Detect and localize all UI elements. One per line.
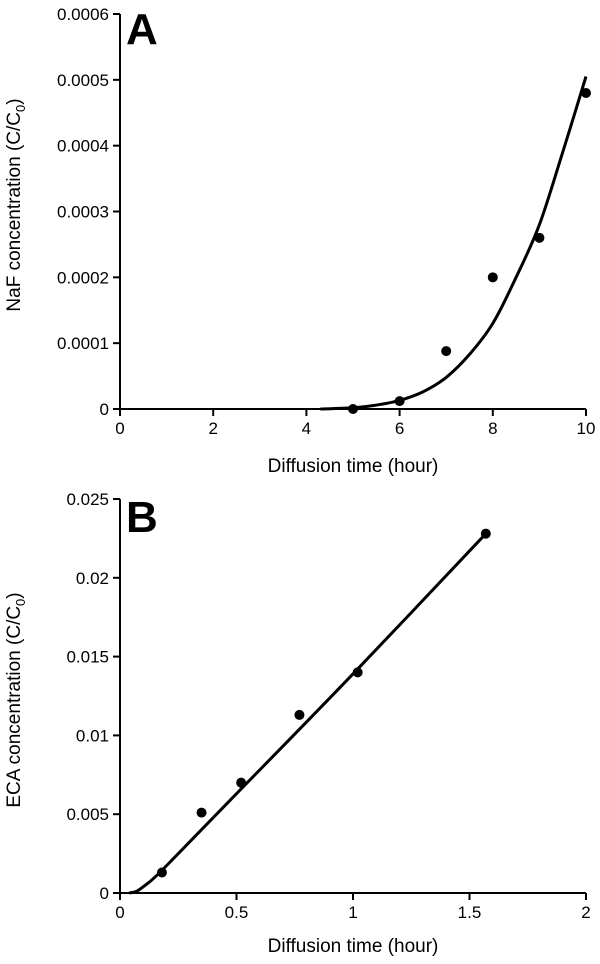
panel-b-x-tick-label: 1.5 (458, 903, 482, 922)
panel-a-y-tick-label: 0.0003 (57, 203, 109, 222)
panel-b-y-tick-label: 0.005 (66, 805, 109, 824)
panel-a-fit-line (320, 76, 588, 411)
panel-a-series (320, 76, 591, 414)
panel-a-x-tick-label: 4 (302, 419, 311, 438)
panel-b-axes (119, 499, 586, 894)
panel-a-x-tick-label: 10 (577, 419, 596, 438)
panel-b-x-tick-label: 1 (348, 903, 357, 922)
panel-b-data-point (156, 867, 167, 878)
panel-a-y-tick-label: 0.0005 (57, 71, 109, 90)
panel-a-label: A (126, 5, 158, 54)
panel-b-x-tick-label: 0.5 (225, 903, 249, 922)
panel-b-y-tick-label: 0 (100, 884, 109, 903)
panel-a-x-tick-label: 6 (395, 419, 404, 438)
panel-b-fit-line (128, 532, 487, 895)
panel-b-ticks (113, 498, 587, 900)
panel-b-y-tick-label: 0.02 (76, 569, 109, 588)
panel-b-x-tick-label: 2 (581, 903, 590, 922)
panel-a-y-tick-label: 0 (100, 400, 109, 419)
panel-a-tick-labels: 0 2 4 6 8 10 0 0.0001 0.0002 0.0003 0.0004 0.0005 0.… (57, 5, 595, 438)
panel-b-tick-labels: 0 0.5 1 1.5 2 0 0.005 0.01 0.015 0.02 0.025 (66, 490, 590, 922)
panel-a-x-tick-label: 2 (208, 419, 217, 438)
panel-b-y-axis-title: ECA concentration (C/C0) (4, 592, 28, 807)
panel-a-x-axis-title: Diffusion time (hour) (268, 456, 439, 477)
panel-a-y-tick-label: 0.0004 (57, 137, 109, 156)
panel-b-x-axis-title: Diffusion time (hour) (268, 936, 439, 957)
panel-b-y-tick-label: 0.01 (76, 726, 109, 745)
panel-a-data-point (487, 272, 498, 283)
panel-b-data-point (196, 807, 207, 818)
panel-b-y-tick-label: 0.015 (66, 648, 109, 667)
panel-b-label: B (126, 493, 158, 542)
panel-b-data-point (294, 709, 305, 720)
panel-a-data-point (441, 346, 452, 357)
panel-b-y-tick-label: 0.025 (66, 490, 109, 509)
panel-a-y-tick-label: 0.0002 (57, 268, 109, 287)
panel-a: A Diffusion time (hour) NaF concentratio… (4, 5, 595, 477)
panel-a-axes (119, 14, 586, 410)
panel-a-x-tick-label: 0 (115, 419, 124, 438)
panel-a-data-point (581, 88, 591, 98)
panel-a-y-tick-label: 0.0001 (57, 334, 109, 353)
panel-b: B Diffusion time (hour) ECA concentratio… (4, 490, 591, 957)
panel-a-ticks (113, 13, 587, 416)
panel-a-y-axis-title: NaF concentration (C/C0) (4, 98, 28, 311)
panel-a-x-tick-label: 8 (488, 419, 497, 438)
panel-a-y-tick-label: 0.0006 (57, 5, 109, 24)
panel-b-series (128, 528, 491, 895)
panel-b-x-tick-label: 0 (115, 903, 124, 922)
panel-a-data-point (534, 232, 545, 243)
